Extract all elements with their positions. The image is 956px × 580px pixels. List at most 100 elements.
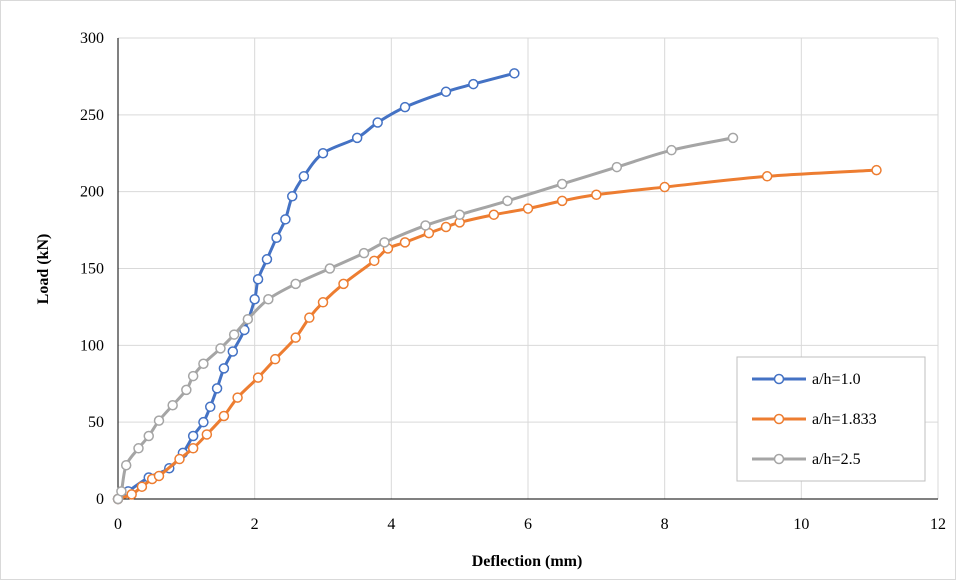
data-point [228, 329, 240, 340]
x-tick-labels: 0 2 4 6 8 10 12 [114, 516, 946, 533]
data-point [591, 189, 602, 200]
data-point [727, 132, 739, 144]
legend-swatch-marker [773, 373, 785, 385]
data-point [187, 443, 199, 454]
series-group [112, 68, 882, 505]
legend-label: a/h=1.0 [812, 371, 861, 388]
y-tick-label: 0 [96, 491, 104, 508]
data-point [298, 171, 310, 182]
data-point [611, 161, 623, 173]
y-tick-label: 200 [80, 184, 104, 201]
data-point [324, 263, 336, 274]
data-point [261, 254, 273, 265]
x-tick-label: 2 [251, 516, 259, 533]
series-1 [112, 68, 520, 505]
data-point [252, 274, 264, 285]
data-point [317, 148, 329, 159]
legend: a/h=1.0 a/h=1.833 a/h=2.5 [736, 356, 926, 482]
data-point [304, 312, 315, 323]
y-tick-label: 300 [80, 30, 104, 47]
data-point [556, 178, 568, 190]
series-line [116, 71, 516, 501]
data-point [317, 297, 329, 308]
data-point [269, 353, 281, 365]
data-point [372, 117, 383, 128]
legend-label: a/h=1.833 [812, 411, 877, 428]
y-tick-label: 250 [80, 107, 104, 124]
data-point [290, 332, 301, 343]
data-point [136, 481, 148, 492]
data-point [666, 144, 677, 156]
axes [117, 38, 938, 500]
data-point [290, 278, 301, 290]
data-point [181, 384, 192, 396]
data-point [205, 401, 216, 413]
data-point [153, 415, 165, 426]
data-point [659, 181, 670, 193]
y-axis-title: Load (kN) [35, 234, 52, 305]
data-point [201, 429, 213, 440]
data-point [468, 78, 479, 90]
data-point [509, 68, 520, 79]
data-point [556, 195, 568, 207]
data-point [280, 214, 291, 225]
data-point [133, 443, 144, 454]
data-point [351, 132, 363, 144]
data-point [153, 470, 165, 482]
data-point [249, 293, 260, 305]
series-3 [112, 132, 739, 505]
data-point [369, 255, 380, 267]
data-point [263, 293, 274, 305]
data-point [454, 209, 465, 220]
data-point [198, 416, 209, 428]
data-point [761, 171, 773, 182]
data-point [143, 430, 154, 442]
data-point [399, 101, 411, 113]
legend-swatch-marker [773, 453, 785, 465]
data-point [120, 459, 132, 471]
data-point [488, 209, 500, 220]
data-point [420, 220, 431, 231]
data-point [440, 86, 452, 98]
data-point [358, 247, 370, 259]
data-point [187, 370, 199, 382]
y-tick-label: 100 [80, 337, 104, 354]
data-point [440, 221, 452, 233]
series-2 [112, 164, 882, 505]
data-point [399, 237, 411, 248]
data-point [218, 363, 230, 374]
data-point [198, 358, 209, 370]
x-tick-label: 4 [387, 516, 395, 533]
data-point [116, 486, 127, 497]
data-point [232, 392, 243, 403]
data-point [379, 237, 390, 248]
x-tick-label: 12 [930, 516, 946, 533]
data-point [215, 343, 226, 354]
legend-label: a/h=2.5 [812, 451, 861, 468]
data-point [522, 203, 534, 214]
data-point [126, 489, 137, 500]
x-axis-title: Deflection (mm) [472, 553, 583, 570]
data-point [218, 410, 230, 422]
data-point [502, 195, 513, 207]
legend-swatch-marker [773, 413, 785, 425]
data-point [187, 430, 199, 442]
data-point [252, 372, 264, 383]
x-tick-label: 10 [793, 516, 809, 533]
y-tick-labels: 0 50 100 150 200 250 300 [80, 30, 104, 508]
y-tick-label: 50 [88, 414, 104, 431]
data-point [174, 453, 185, 465]
data-point [871, 164, 882, 176]
x-tick-label: 8 [661, 516, 669, 533]
data-point [227, 346, 239, 357]
data-point [242, 313, 254, 325]
data-point [338, 278, 349, 290]
data-point [271, 232, 282, 244]
x-tick-label: 6 [524, 516, 532, 533]
x-tick-label: 0 [114, 516, 122, 533]
data-point [211, 383, 223, 394]
data-point [167, 400, 178, 411]
y-tick-label: 150 [80, 261, 104, 278]
